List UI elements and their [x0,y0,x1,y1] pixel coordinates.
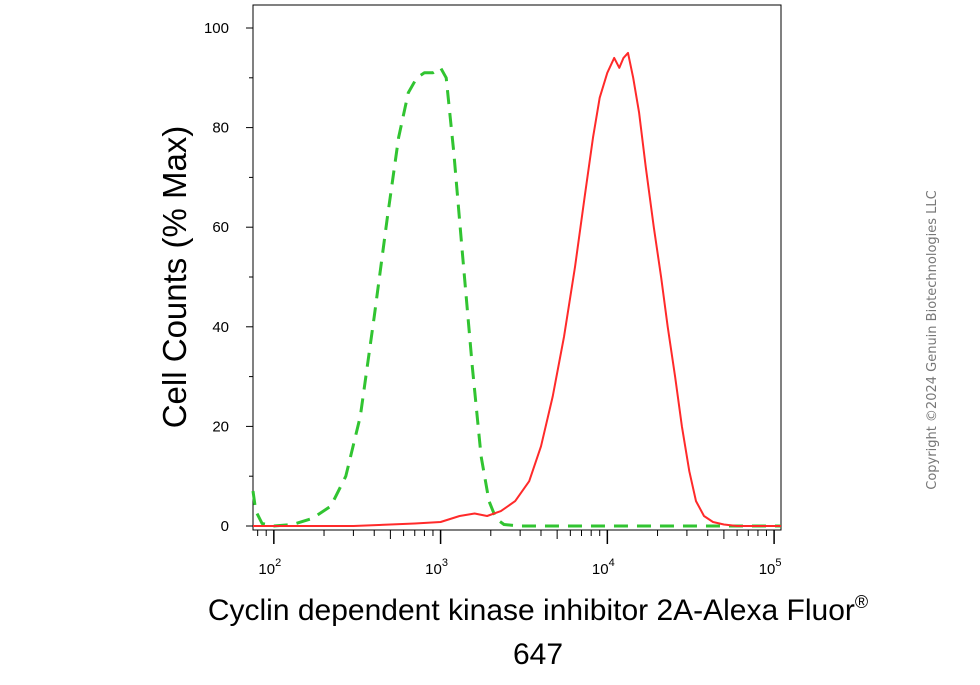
x-tick-base: 10 [592,561,609,578]
x-axis: 102 103 104 105 [257,530,782,578]
registered-mark: ® [855,592,868,612]
x-tick-label: 104 [592,557,615,578]
x-axis-label-line-2: 647 [513,638,563,671]
series-line-2 [253,51,781,527]
x-axis-label-line-1: Cyclin dependent kinase inhibitor 2A-Ale… [208,592,868,627]
y-tick-label: 100 [204,20,229,37]
y-tick-label: 60 [212,219,229,236]
x-tick-base: 10 [258,561,275,578]
x-axis-label-text: Cyclin dependent kinase inhibitor 2A-Ale… [208,594,855,627]
x-tick-label: 105 [759,557,782,578]
x-tick-exponent: 4 [609,557,615,569]
plot-frame [252,4,782,531]
x-tick-exponent: 2 [275,557,281,569]
y-tick-label: 0 [221,518,229,535]
series-line-1 [251,66,781,528]
x-tick-base: 10 [759,561,776,578]
x-tick-base: 10 [425,561,442,578]
x-tick-exponent: 3 [442,557,448,569]
y-tick-label: 80 [212,120,229,137]
x-tick-label: 103 [425,557,448,578]
copyright-notice: Copyright ©2024 Genuin Biotechnologies L… [925,190,940,489]
series-layer [251,51,781,528]
y-tick-label: 20 [212,418,229,435]
y-axis-label: Cell Counts (% Max) [156,126,193,429]
x-tick-exponent: 5 [775,557,781,569]
y-axis: 0 20 40 60 80 100 [204,20,253,535]
y-tick-label: 40 [212,319,229,336]
x-tick-label: 102 [258,557,281,578]
